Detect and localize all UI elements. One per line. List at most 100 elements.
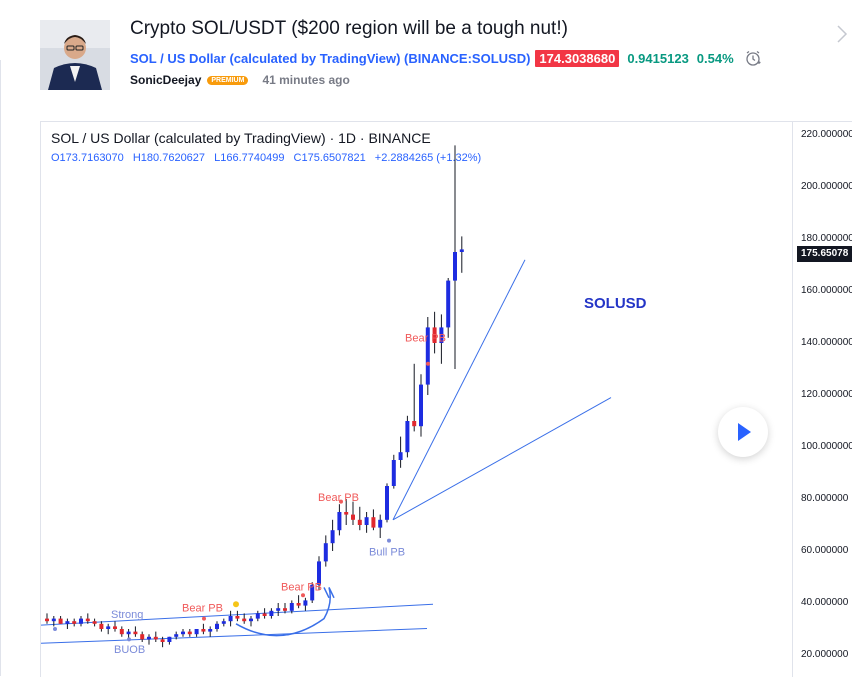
candle-body (317, 561, 321, 585)
candle-body (133, 631, 138, 635)
ohlc-open: O173.7163070 (51, 152, 124, 164)
candle-body (51, 618, 56, 622)
symbol-row: SOL / US Dollar (calculated by TradingVi… (130, 49, 762, 67)
signal-marker-dot (301, 593, 305, 598)
author-row: SonicDeejay PREMIUM 41 minutes ago (130, 73, 350, 87)
candle-body (72, 621, 77, 624)
avatar[interactable] (40, 20, 110, 90)
price-tick-label: 140.000000 (801, 337, 852, 348)
price-badge: 174.3038680 (535, 49, 620, 67)
signal-marker-dot (387, 538, 391, 543)
price-axis[interactable]: 220.000000 200.000000 180.000000 160.000000… (792, 122, 852, 677)
candle-body (405, 421, 410, 453)
signal-marker-label: Strong (111, 609, 143, 621)
candle-body (303, 600, 308, 606)
candle-body (187, 631, 192, 635)
curve-drawing (235, 587, 331, 637)
candle-body (419, 384, 423, 427)
signal-marker-dot (127, 637, 131, 642)
candle-body (235, 616, 240, 619)
signal-marker-dot (339, 499, 343, 504)
chevron-right-icon[interactable] (836, 24, 848, 49)
idea-title: Crypto SOL/USDT ($200 region will be a t… (130, 18, 568, 39)
candle-body (371, 517, 376, 528)
curve-arrow (323, 587, 335, 599)
symbol-link[interactable]: SOL / US Dollar (calculated by TradingVi… (130, 50, 531, 66)
candle-body (228, 616, 233, 622)
candle-body (357, 519, 362, 525)
signal-marker-label: Bear PB (182, 602, 223, 614)
candle-body (296, 603, 301, 606)
chart-plot-area[interactable]: Strong BUOB Bear PB Bear PB Bear PB Bull PB Be… (41, 122, 792, 677)
play-button[interactable] (718, 407, 768, 457)
trendline-steep (392, 259, 526, 521)
candle-body (446, 280, 451, 328)
candle-body (208, 629, 213, 632)
candle-body (181, 631, 185, 635)
candle-body (58, 618, 63, 624)
candle-body (113, 626, 117, 629)
author-name[interactable]: SonicDeejay (130, 73, 202, 87)
price-tick-label: 100.000000 (801, 441, 852, 452)
candle-body (140, 634, 145, 640)
candle-body (174, 634, 179, 637)
candle-body (215, 623, 219, 629)
candle-body (126, 631, 131, 635)
candle-body (85, 618, 90, 622)
price-tick-label: 160.000000 (801, 285, 852, 296)
chart-panel[interactable]: Strong BUOB Bear PB Bear PB Bear PB Bull PB Be… (40, 121, 852, 677)
candle-body (65, 621, 70, 624)
page-divider (0, 60, 1, 676)
candle-body (255, 613, 260, 619)
play-icon (738, 423, 751, 441)
ohlc-high: H180.7620627 (132, 152, 206, 164)
candle-body (283, 608, 287, 611)
candle-body (289, 603, 294, 611)
candle-body (242, 618, 247, 622)
price-tick-label: 220.000000 (801, 129, 852, 140)
candle-body (262, 613, 267, 616)
candle-body (330, 530, 335, 544)
price-tick-label: 120.000000 (801, 389, 852, 400)
candle-body (221, 621, 226, 624)
candle-body (459, 249, 464, 252)
current-price-tag: 175.65078 (797, 246, 852, 262)
candle-body (276, 608, 281, 611)
price-tick-label: 40.000000 (801, 597, 849, 608)
price-tick-label: 60.000000 (801, 545, 849, 556)
signal-marker-label: BUOB (114, 644, 145, 656)
candle-body (153, 636, 158, 640)
candle-body (425, 327, 430, 385)
price-tick-label: 80.000000 (801, 493, 849, 504)
candle-body (378, 519, 383, 528)
candle-body (249, 618, 253, 622)
price-tick-label: 200.000000 (801, 181, 852, 192)
solusd-annotation: SOLUSD (584, 295, 647, 312)
candle-body (398, 452, 403, 460)
candle-body (92, 621, 97, 624)
premium-badge: PREMIUM (207, 75, 249, 85)
candle-body (432, 327, 437, 343)
signal-marker-label: Bear PB (281, 582, 322, 594)
candle-body (323, 543, 328, 562)
candle-body (391, 460, 396, 486)
yellow-marker-dot (233, 601, 239, 608)
signal-marker-label: Bull PB (369, 546, 405, 558)
signal-marker-dot (202, 616, 206, 621)
candle-body (201, 629, 206, 632)
support-trendline (41, 627, 428, 644)
alarm-clock-icon[interactable] (744, 49, 762, 67)
signal-marker-dot (426, 361, 430, 366)
ohlc-close: C175.6507821 (293, 152, 366, 164)
candle-body (364, 517, 369, 525)
candle-body (269, 610, 274, 616)
trendline-mid (392, 397, 612, 521)
ohlc-change: +2.2884265 (+1.32%) (374, 152, 482, 164)
chart-header: SOL / US Dollar (calculated by TradingVi… (51, 130, 431, 146)
candle-body (45, 618, 49, 622)
candle-body (119, 629, 124, 635)
candlestick-chart: Strong BUOB Bear PB Bear PB Bear PB Bull PB Be… (41, 145, 612, 656)
signal-marker-label: Bear PB (405, 333, 446, 345)
signal-marker-dot (53, 627, 57, 631)
candle-body (106, 626, 111, 629)
